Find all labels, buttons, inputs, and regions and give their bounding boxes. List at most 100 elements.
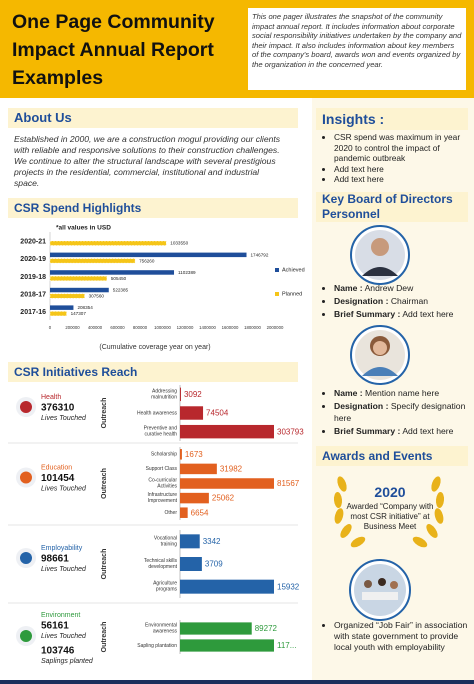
- x-tick-label: 0: [49, 325, 52, 330]
- person-fields: Name : Mention name here Designation : S…: [322, 387, 474, 437]
- stat-value: 103746: [41, 646, 75, 657]
- bar: [49, 311, 67, 317]
- bar: [180, 424, 274, 439]
- category-label: Agriculture programs: [153, 581, 177, 593]
- x-tick-label: 1000000: [154, 325, 171, 330]
- x-tick-label: 1400000: [199, 325, 216, 330]
- value-label: 3342: [203, 537, 221, 546]
- value-label: 31982: [220, 465, 243, 474]
- section-heading: Insights :: [316, 108, 468, 130]
- value-label: 147307: [71, 311, 87, 316]
- description: This one pager illustrates the snapshot …: [248, 8, 466, 90]
- value-label: 208354: [77, 305, 93, 310]
- stat-value: 376310: [41, 403, 75, 414]
- x-tick-label: 1200000: [177, 325, 194, 330]
- event-photo: [349, 559, 411, 621]
- category-label: Environmental awareness: [145, 623, 177, 635]
- category-label: Technical skills development: [144, 558, 178, 570]
- value-label: 1102389: [178, 270, 196, 275]
- field: Designation : Chairman: [334, 295, 474, 308]
- value-label: 756260: [139, 258, 155, 263]
- section-heading: Key Board of Directors Personnel: [316, 192, 468, 222]
- x-tick-label: 600000: [110, 325, 125, 330]
- title: One Page Community Impact Annual Report …: [12, 11, 215, 89]
- bar: [49, 240, 167, 246]
- field-label: Name :: [334, 283, 363, 293]
- stat-label: Lives Touched: [41, 485, 87, 492]
- field: Name : Mention name here: [334, 387, 474, 400]
- icon: [20, 401, 32, 413]
- event: Organized “Job Fair” in association with…: [334, 620, 474, 653]
- bar: [180, 387, 181, 402]
- x-tick-label: 800000: [133, 325, 148, 330]
- legend-swatch: [275, 292, 279, 296]
- value-label: 25062: [212, 494, 235, 503]
- y-tick-label: 2018-17: [20, 291, 46, 298]
- value-label: 505450: [111, 276, 127, 281]
- icon: [20, 471, 32, 484]
- person-photo: [350, 325, 410, 385]
- person-fields: Name : Andrew Dew Designation : Chairman…: [322, 282, 474, 321]
- footer-line: [0, 680, 474, 684]
- group-name: Health: [41, 394, 61, 401]
- group-name: Employability: [41, 545, 83, 552]
- category-label: Scholarship: [151, 452, 177, 458]
- insights-list: CSR spend was maximum in year 2020 to co…: [322, 132, 474, 185]
- award-year: 2020: [374, 484, 406, 500]
- value-label: 3709: [205, 560, 223, 569]
- stat-value: 98661: [41, 554, 69, 565]
- axis-label: Outreach: [101, 622, 108, 653]
- x-tick-label: 400000: [88, 325, 103, 330]
- field: Brief Summary : Add text here: [334, 308, 474, 321]
- axis-label: Outreach: [101, 549, 108, 580]
- x-axis-label: (Cumulative coverage year on year): [99, 344, 210, 351]
- y-tick-label: 2020-19: [20, 256, 46, 263]
- field: Name : Andrew Dew: [334, 282, 474, 295]
- field-label: Brief Summary :: [334, 425, 401, 436]
- bar: [180, 492, 209, 504]
- section-heading: Awards and Events: [316, 446, 468, 466]
- stat-label: Lives Touched: [41, 566, 87, 573]
- legend-label: Achieved: [282, 267, 305, 273]
- field-value: Chairman: [390, 296, 429, 306]
- value-label: 307560: [89, 294, 105, 299]
- y-tick-label: 2019-18: [20, 274, 46, 281]
- field-value: Add text here: [402, 309, 454, 319]
- category-label: Support Class: [146, 466, 178, 472]
- bar: [49, 258, 136, 264]
- icon: [20, 552, 32, 564]
- axis-label: Outreach: [101, 398, 108, 429]
- legend-swatch: [275, 268, 279, 272]
- bar: [180, 478, 274, 489]
- field-value: Mention name here: [365, 388, 440, 398]
- section-heading: CSR Spend Highlights: [8, 198, 298, 218]
- category-label: Vocational training: [154, 536, 177, 548]
- value-label: 1746792: [251, 252, 269, 257]
- value-label: 303793: [277, 427, 304, 436]
- bar: [50, 305, 74, 310]
- field-label: Designation :: [334, 296, 389, 306]
- group-name: Education: [41, 464, 72, 471]
- field-value: Add text here: [402, 425, 454, 436]
- axis-label: Outreach: [101, 468, 108, 499]
- value-label: 1673: [185, 450, 203, 459]
- bar: [180, 557, 202, 571]
- category-label: Infrastructure Improvement: [148, 492, 178, 504]
- section-heading: About Us: [8, 108, 298, 128]
- value-label: 81567: [277, 479, 300, 488]
- category-label: Co-curricular Activities: [148, 478, 177, 490]
- stat-value: 56161: [41, 621, 69, 632]
- stat-label: Lives Touched: [41, 633, 87, 640]
- field-label: Name :: [334, 388, 363, 398]
- bar: [180, 507, 188, 518]
- bar: [180, 463, 217, 475]
- bar: [180, 639, 274, 652]
- category-label: Sapling plantation: [137, 643, 177, 649]
- value-label: 15932: [277, 582, 300, 591]
- note: *all values in USD: [56, 225, 111, 232]
- about-text: Established in 2000, we are a constructi…: [14, 134, 281, 188]
- bar: [180, 622, 252, 635]
- insight: CSR spend was maximum in year 2020 to co…: [334, 132, 474, 164]
- field: Designation : Specify designation here: [334, 400, 474, 425]
